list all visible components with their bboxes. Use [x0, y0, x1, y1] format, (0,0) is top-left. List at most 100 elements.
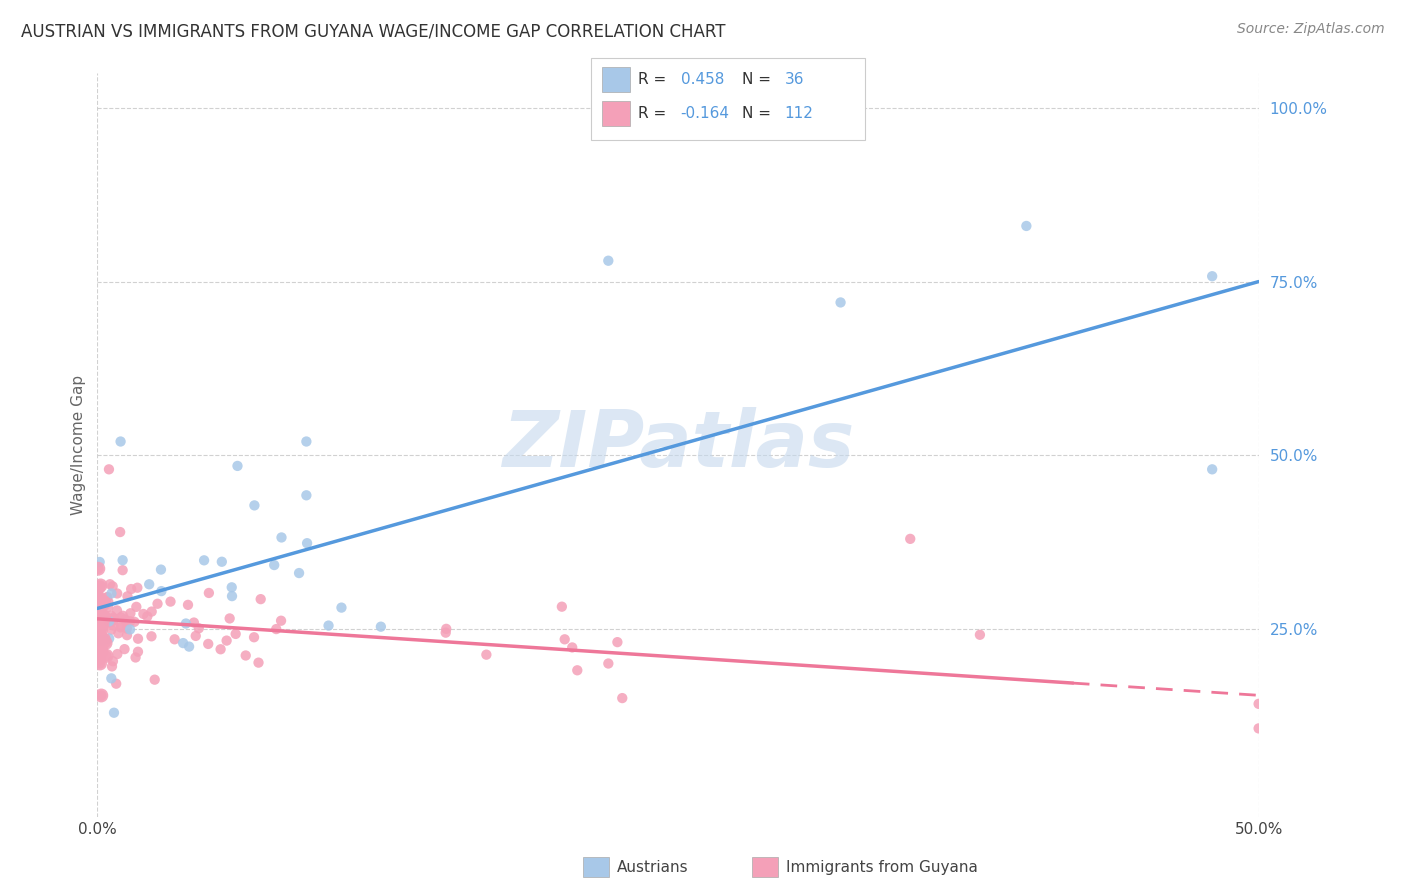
Point: [264, 622, 287, 636]
Point: [103, 611, 125, 625]
Point: [120, 582, 142, 596]
Point: [115, 615, 138, 629]
Point: [101, 615, 124, 629]
Point: [107, 626, 129, 640]
Point: [90, 644, 112, 658]
Point: [93, 609, 115, 624]
Text: N =: N =: [742, 72, 776, 87]
Point: [94, 636, 117, 650]
Point: [93, 611, 115, 625]
Point: [1247, 697, 1270, 711]
Point: [87, 601, 110, 615]
Point: [295, 434, 318, 449]
Point: [117, 590, 139, 604]
Point: [110, 434, 132, 449]
Point: [197, 637, 219, 651]
Point: [187, 621, 209, 635]
Point: [111, 608, 134, 623]
Point: [172, 636, 194, 650]
Point: [87, 591, 110, 606]
Point: [94, 636, 117, 650]
Text: Immigrants from Guyana: Immigrants from Guyana: [786, 860, 977, 874]
Point: [108, 524, 131, 539]
Point: [110, 620, 132, 634]
Point: [98, 615, 121, 629]
Point: [89, 640, 111, 655]
Point: [93, 632, 115, 647]
Point: [86, 608, 108, 623]
Point: [270, 614, 292, 628]
Point: [89, 657, 111, 671]
Point: [91, 611, 114, 625]
Point: [567, 663, 589, 677]
Point: [127, 632, 149, 646]
Point: [115, 628, 138, 642]
Point: [93, 595, 115, 609]
Text: -0.164: -0.164: [681, 106, 730, 120]
Point: [103, 618, 125, 632]
Point: [330, 600, 353, 615]
Point: [89, 628, 111, 642]
Point: [90, 689, 112, 703]
Point: [225, 627, 247, 641]
Point: [221, 589, 243, 603]
Point: [270, 531, 292, 545]
Point: [124, 650, 146, 665]
Point: [87, 562, 110, 576]
Point: [141, 605, 163, 619]
Point: [138, 577, 160, 591]
Text: ZIPatlas: ZIPatlas: [502, 407, 853, 483]
Point: [89, 619, 111, 633]
Point: [111, 563, 134, 577]
Point: [90, 622, 112, 636]
Point: [132, 607, 155, 621]
Text: 0.458: 0.458: [681, 72, 724, 87]
Point: [93, 611, 115, 625]
Point: [127, 581, 149, 595]
Point: [598, 253, 620, 268]
Point: [93, 609, 115, 624]
Point: [127, 645, 149, 659]
Point: [97, 462, 120, 476]
Point: [221, 580, 243, 594]
Point: [100, 586, 122, 600]
Point: [93, 595, 115, 609]
Point: [1247, 722, 1270, 736]
Text: Austrians: Austrians: [617, 860, 689, 874]
Point: [87, 616, 110, 631]
Point: [114, 613, 136, 627]
Point: [89, 640, 111, 655]
Point: [96, 648, 118, 663]
Text: Source: ZipAtlas.com: Source: ZipAtlas.com: [1237, 22, 1385, 37]
Point: [89, 640, 111, 655]
Point: [87, 562, 110, 576]
Point: [141, 629, 163, 643]
Point: [87, 596, 110, 610]
Point: [1201, 462, 1223, 476]
Point: [159, 594, 181, 608]
Point: [235, 648, 257, 663]
Point: [87, 581, 110, 595]
Point: [193, 553, 215, 567]
Point: [87, 599, 110, 614]
Point: [118, 623, 141, 637]
Point: [184, 629, 207, 643]
Point: [93, 597, 115, 611]
Point: [125, 599, 148, 614]
Point: [243, 630, 266, 644]
Point: [87, 591, 110, 605]
Point: [105, 603, 128, 617]
Point: [98, 632, 121, 646]
Text: AUSTRIAN VS IMMIGRANTS FROM GUYANA WAGE/INCOME GAP CORRELATION CHART: AUSTRIAN VS IMMIGRANTS FROM GUYANA WAGE/…: [21, 22, 725, 40]
Point: [86, 608, 108, 623]
Point: [198, 586, 221, 600]
Point: [90, 633, 112, 648]
Point: [163, 632, 186, 647]
Point: [100, 671, 122, 685]
Point: [100, 623, 122, 637]
Point: [90, 689, 112, 703]
Point: [87, 596, 110, 610]
Point: [91, 617, 114, 632]
Point: [561, 640, 583, 655]
Point: [93, 597, 115, 611]
